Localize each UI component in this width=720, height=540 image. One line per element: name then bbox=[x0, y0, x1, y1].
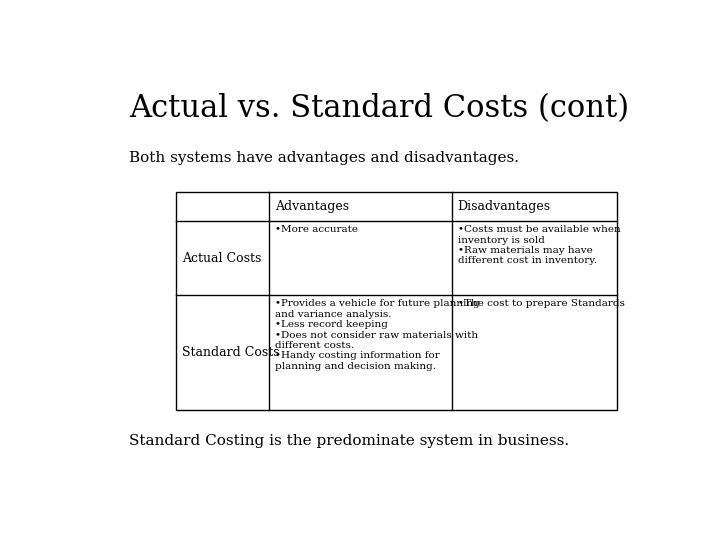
Text: Both systems have advantages and disadvantages.: Both systems have advantages and disadva… bbox=[129, 151, 519, 165]
Bar bbox=[176, 192, 617, 410]
Text: •Provides a vehicle for future planning
and variance analysis.
•Less record keep: •Provides a vehicle for future planning … bbox=[274, 300, 480, 371]
Text: Standard Costs: Standard Costs bbox=[182, 346, 279, 359]
Text: •More accurate: •More accurate bbox=[274, 225, 358, 234]
Text: Actual vs. Standard Costs (cont): Actual vs. Standard Costs (cont) bbox=[129, 93, 629, 124]
Text: •The cost to prepare Standards: •The cost to prepare Standards bbox=[458, 300, 624, 308]
Text: •Costs must be available when
inventory is sold
•Raw materials may have
differen: •Costs must be available when inventory … bbox=[458, 225, 621, 266]
Text: Standard Costing is the predominate system in business.: Standard Costing is the predominate syst… bbox=[129, 434, 570, 448]
Text: Disadvantages: Disadvantages bbox=[458, 200, 551, 213]
Text: Advantages: Advantages bbox=[274, 200, 348, 213]
Text: Actual Costs: Actual Costs bbox=[182, 252, 261, 265]
